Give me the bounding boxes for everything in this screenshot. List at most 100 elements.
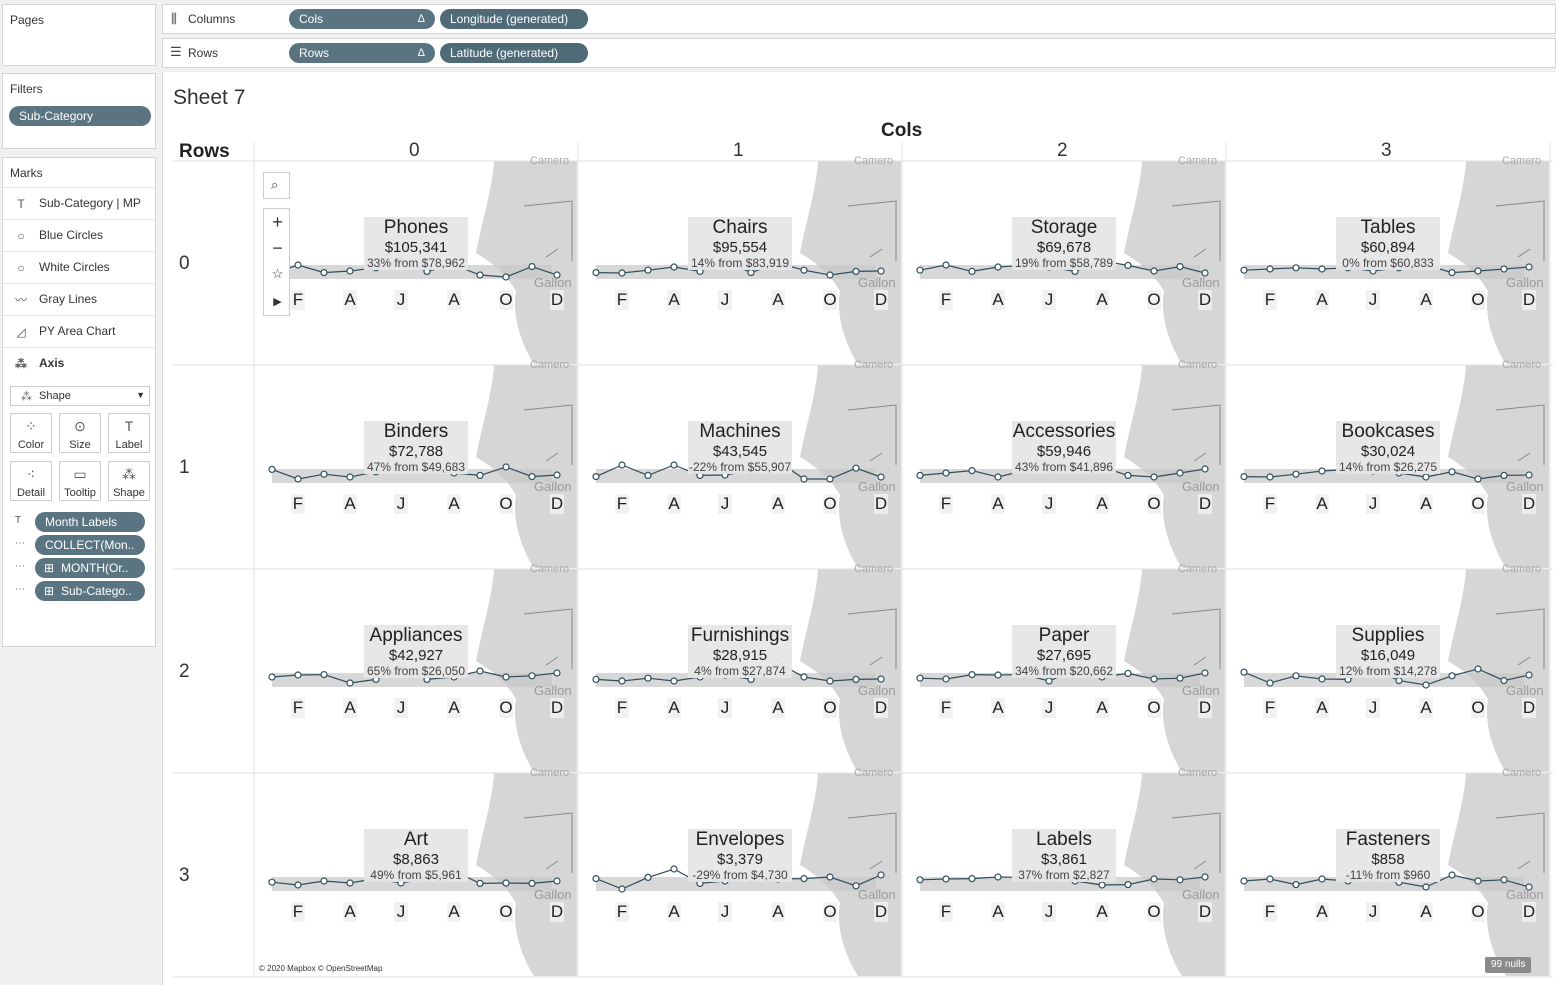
nulls-indicator[interactable]: 99 nulls (1485, 957, 1532, 973)
month-point[interactable] (1318, 467, 1326, 475)
month-point[interactable] (670, 677, 678, 685)
month-point[interactable] (346, 679, 354, 687)
month-point[interactable] (1500, 471, 1508, 479)
month-point[interactable] (800, 673, 808, 681)
month-point[interactable] (346, 879, 354, 887)
month-point[interactable] (1474, 877, 1482, 885)
month-point[interactable] (1422, 681, 1430, 689)
month-point[interactable] (528, 473, 536, 481)
month-point[interactable] (1150, 675, 1158, 683)
month-point[interactable] (670, 263, 678, 271)
shape-card-button[interactable]: ⁂ Shape (108, 461, 150, 501)
detail-card-button[interactable]: ⁖ Detail (10, 461, 52, 501)
month-point[interactable] (670, 865, 678, 873)
month-point[interactable] (1150, 473, 1158, 481)
month-point[interactable] (346, 267, 354, 275)
tile-label[interactable]: Storage $69,678 19% from $58,789 (1012, 217, 1116, 270)
month-point[interactable] (1240, 668, 1248, 676)
month-point[interactable] (916, 674, 924, 682)
month-point[interactable] (1422, 473, 1430, 481)
map-tile[interactable] (1240, 569, 1549, 772)
month-point[interactable] (877, 473, 885, 481)
month-point[interactable] (877, 871, 885, 879)
month-point[interactable] (1292, 672, 1300, 680)
month-point[interactable] (1266, 875, 1274, 883)
month-point[interactable] (553, 471, 561, 479)
month-point[interactable] (1045, 677, 1053, 685)
month-point[interactable] (553, 877, 561, 885)
month-point[interactable] (826, 475, 834, 483)
map-tile[interactable] (916, 569, 1225, 772)
month-point[interactable] (994, 473, 1002, 481)
month-point[interactable] (1474, 267, 1482, 275)
map-tile[interactable] (1240, 773, 1549, 976)
month-point[interactable] (268, 878, 276, 886)
month-point[interactable] (502, 673, 510, 681)
color-card-button[interactable]: ⁘ Color (10, 413, 52, 453)
month-point[interactable] (644, 471, 652, 479)
month-point[interactable] (968, 467, 976, 475)
month-point[interactable] (1318, 675, 1326, 683)
month-point[interactable] (592, 675, 600, 684)
tile-label[interactable]: Art $8,863 49% from $5,961 (364, 829, 468, 882)
tile-label[interactable]: Paper $27,695 34% from $20,662 (1012, 625, 1116, 678)
month-point[interactable] (528, 672, 536, 680)
month-point[interactable] (968, 670, 976, 679)
month-point[interactable] (994, 263, 1002, 271)
month-point[interactable] (968, 874, 976, 883)
columns-shelf[interactable]: ⫼ Columns Cols Δ Longitude (generated) (162, 4, 1556, 34)
month-point[interactable] (1176, 263, 1184, 271)
tile-label[interactable]: Fasteners $858 -11% from $960 (1336, 829, 1440, 882)
month-point[interactable] (747, 269, 755, 277)
month-point[interactable] (1395, 676, 1403, 685)
cols-pill[interactable]: Cols Δ (289, 9, 435, 29)
month-point[interactable] (852, 675, 860, 684)
month-point[interactable] (968, 267, 976, 275)
month-point[interactable] (1266, 265, 1274, 273)
month-point[interactable] (916, 876, 924, 884)
month-point[interactable] (294, 261, 302, 269)
filter-pill-sub-category[interactable]: Sub-Category (9, 106, 151, 126)
month-point[interactable] (1292, 264, 1300, 272)
month-point[interactable] (1500, 265, 1508, 273)
tooltip-card-button[interactable]: ▭ Tooltip (59, 461, 101, 501)
month-point[interactable] (877, 675, 885, 683)
month-point[interactable] (1448, 468, 1456, 476)
tile-label[interactable]: Chairs $95,554 14% from $83,919 (688, 217, 792, 270)
month-point[interactable] (1525, 671, 1533, 679)
month-point[interactable] (1266, 473, 1274, 481)
mark-type-dropdown[interactable]: ⁂ Shape ▼ (10, 386, 150, 406)
month-point[interactable] (1422, 883, 1430, 891)
month-point[interactable] (826, 677, 834, 685)
month-point[interactable] (1240, 266, 1248, 274)
month-point[interactable] (852, 267, 860, 275)
pin-icon[interactable]: ☆ (271, 266, 284, 281)
search-map-button[interactable]: ⌕ (263, 172, 290, 199)
month-point[interactable] (320, 670, 328, 679)
month-point[interactable] (1448, 672, 1456, 680)
month-point[interactable] (1150, 267, 1158, 275)
month-point[interactable] (320, 470, 328, 478)
month-point[interactable] (670, 461, 678, 469)
month-point[interactable] (268, 465, 276, 473)
longitude-pill[interactable]: Longitude (generated) (440, 9, 588, 29)
month-point[interactable] (592, 473, 600, 481)
tile-label[interactable]: Tables $60,894 0% from $60,833 (1336, 217, 1440, 270)
month-point[interactable] (942, 675, 950, 683)
month-point[interactable] (1292, 470, 1300, 478)
month-point[interactable] (1176, 469, 1184, 477)
month-point[interactable] (800, 475, 808, 483)
marks-layer-blue-circles[interactable]: ○ Blue Circles (3, 219, 157, 251)
month-point[interactable] (1448, 269, 1456, 277)
month-point[interactable] (1525, 471, 1533, 479)
map-tile[interactable] (916, 365, 1225, 568)
month-point[interactable] (1240, 473, 1248, 481)
month-point[interactable] (618, 677, 626, 685)
month-point[interactable] (502, 273, 510, 281)
month-point[interactable] (942, 875, 950, 883)
month-point[interactable] (502, 879, 510, 887)
tile-label[interactable]: Accessories $59,946 43% from $41,896 (1012, 421, 1116, 474)
month-point[interactable] (852, 464, 860, 472)
rows-pill[interactable]: Rows Δ (289, 43, 435, 63)
month-point[interactable] (1474, 665, 1482, 673)
